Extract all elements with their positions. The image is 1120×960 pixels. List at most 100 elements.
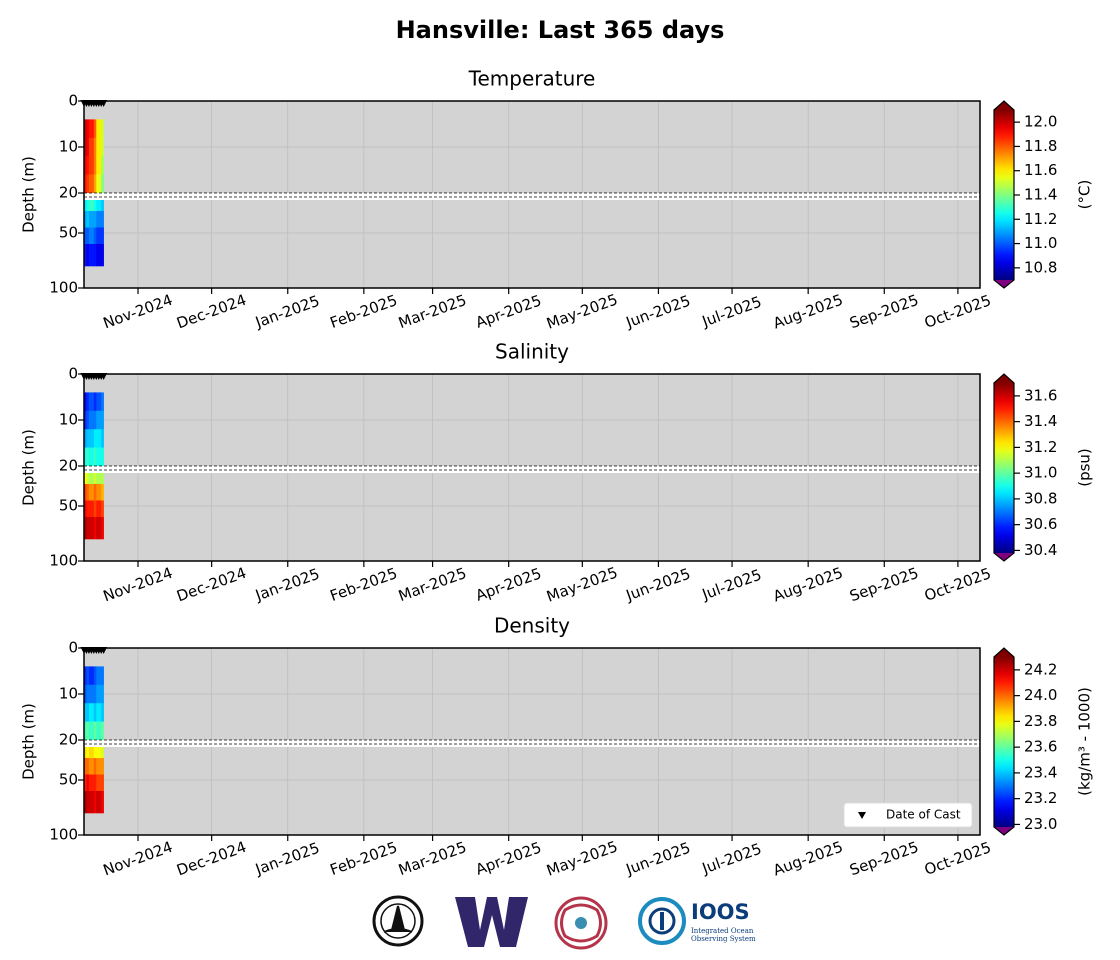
heatmap-cell xyxy=(101,392,104,412)
heatmap-cell xyxy=(86,227,90,245)
heatmap-cell xyxy=(101,666,104,686)
x-tick-label: Jul-2025 xyxy=(699,293,764,331)
y-tick-label: 0 xyxy=(68,365,78,383)
x-tick-label: Mar-2025 xyxy=(396,564,469,605)
heatmap-cell xyxy=(96,666,102,686)
heatmap-cell xyxy=(84,119,87,139)
heatmap-cell xyxy=(84,774,87,792)
heatmap-cell xyxy=(93,174,97,194)
heatmap-cell xyxy=(84,500,87,518)
heatmap-cell xyxy=(93,684,97,704)
x-tick-label: Dec-2024 xyxy=(174,564,248,606)
heatmap-cell xyxy=(93,119,97,139)
colorbar-tick-label: 31.6 xyxy=(1024,386,1057,404)
heatmap-cell xyxy=(88,193,95,212)
x-tick-label: Jun-2025 xyxy=(623,292,693,332)
heatmap-cell xyxy=(84,392,87,412)
heatmap-cell xyxy=(88,684,95,704)
colorbar-tick-label: 23.2 xyxy=(1024,789,1057,807)
colorbar-extend-low xyxy=(994,280,1014,288)
heatmap-cell xyxy=(101,500,104,518)
colorbar-extend-high xyxy=(994,648,1014,657)
heatmap-cell xyxy=(96,758,102,775)
heatmap-cell xyxy=(101,721,104,741)
heatmap-cell xyxy=(93,500,97,518)
heatmap-cell xyxy=(86,684,90,704)
heatmap-cell xyxy=(93,721,97,741)
heatmap-cell xyxy=(86,193,90,212)
heatmap-cell xyxy=(84,211,87,228)
heatmap-cell xyxy=(101,410,104,430)
heatmap-cell xyxy=(93,429,97,448)
colorbar-tick-label: 11.0 xyxy=(1024,234,1057,252)
heatmap-cell xyxy=(101,447,104,467)
heatmap-cell xyxy=(86,758,90,775)
y-tick-label: 20 xyxy=(59,457,78,475)
y-tick-label: 20 xyxy=(59,184,78,202)
x-tick-label: Feb-2025 xyxy=(328,291,400,332)
x-tick-label: Aug-2025 xyxy=(771,291,846,333)
x-tick-label: Mar-2025 xyxy=(396,838,469,879)
heatmap-cell xyxy=(86,740,90,759)
x-tick-label: May-2025 xyxy=(544,290,620,332)
heatmap-cell xyxy=(88,758,95,775)
logo-seal-ring xyxy=(380,903,416,939)
x-tick-label: Nov-2024 xyxy=(101,838,175,880)
axis-break xyxy=(84,740,980,747)
y-tick-label: 10 xyxy=(59,138,78,156)
logo-ioos-core xyxy=(648,907,676,935)
x-tick-label: Mar-2025 xyxy=(396,291,469,332)
x-tick-label: Sep-2025 xyxy=(847,291,921,332)
heatmap-cell xyxy=(86,791,90,814)
heatmap-cell xyxy=(96,156,102,175)
heatmap-cell xyxy=(96,774,102,792)
heatmap-cell xyxy=(84,517,87,540)
heatmap-cell xyxy=(96,517,102,540)
heatmap-cell xyxy=(86,774,90,792)
heatmap-cell xyxy=(101,774,104,792)
heatmap-cell xyxy=(101,193,104,212)
heatmap-cell xyxy=(86,392,90,412)
heatmap-cell xyxy=(84,666,87,686)
colorbar-label: (psu) xyxy=(1076,448,1094,487)
heatmap-cell xyxy=(88,137,95,157)
panel-title: Density xyxy=(494,614,570,638)
heatmap-cell xyxy=(86,447,90,467)
logo-ioos-name: IOOS xyxy=(691,900,750,924)
logo-circle-art xyxy=(560,903,602,943)
heatmap-cell xyxy=(101,429,104,448)
heatmap-cell xyxy=(86,244,90,267)
heatmap-cell xyxy=(86,721,90,741)
x-tick-label: Sep-2025 xyxy=(847,564,921,605)
x-tick-label: Jan-2025 xyxy=(252,839,322,879)
x-tick-label: Jul-2025 xyxy=(699,840,764,878)
colorbar-tick-label: 31.0 xyxy=(1024,464,1057,482)
colorbar-frame xyxy=(993,373,1015,562)
heatmap-cell xyxy=(84,193,87,212)
heatmap-cell xyxy=(84,137,87,157)
heatmap-cell xyxy=(101,684,104,704)
heatmap-cell xyxy=(93,410,97,430)
heatmap-cell xyxy=(93,774,97,792)
plot-frame xyxy=(83,647,981,836)
colorbar-tick-label: 23.6 xyxy=(1024,738,1057,756)
heatmap-cell xyxy=(88,447,95,467)
logo-ioos-bar xyxy=(660,912,664,930)
heatmap-cell xyxy=(96,227,102,245)
x-tick-label: Aug-2025 xyxy=(771,838,846,880)
y-axis-label: Depth (m) xyxy=(20,156,38,233)
heatmap-cell xyxy=(96,500,102,518)
legend-marker xyxy=(858,812,866,819)
colorbar-tick-label: 12.0 xyxy=(1024,113,1057,131)
heatmap-cell xyxy=(101,740,104,759)
y-tick-label: 10 xyxy=(59,685,78,703)
heatmap-cell xyxy=(96,740,102,759)
colorbar-tick-label: 31.2 xyxy=(1024,438,1057,456)
heatmap-cell xyxy=(96,211,102,228)
heatmap-cell xyxy=(96,174,102,194)
panel-title: Salinity xyxy=(495,340,569,364)
plot-frame xyxy=(83,373,981,562)
heatmap-cell xyxy=(88,211,95,228)
heatmap-cell xyxy=(96,392,102,412)
heatmap-cell xyxy=(93,791,97,814)
